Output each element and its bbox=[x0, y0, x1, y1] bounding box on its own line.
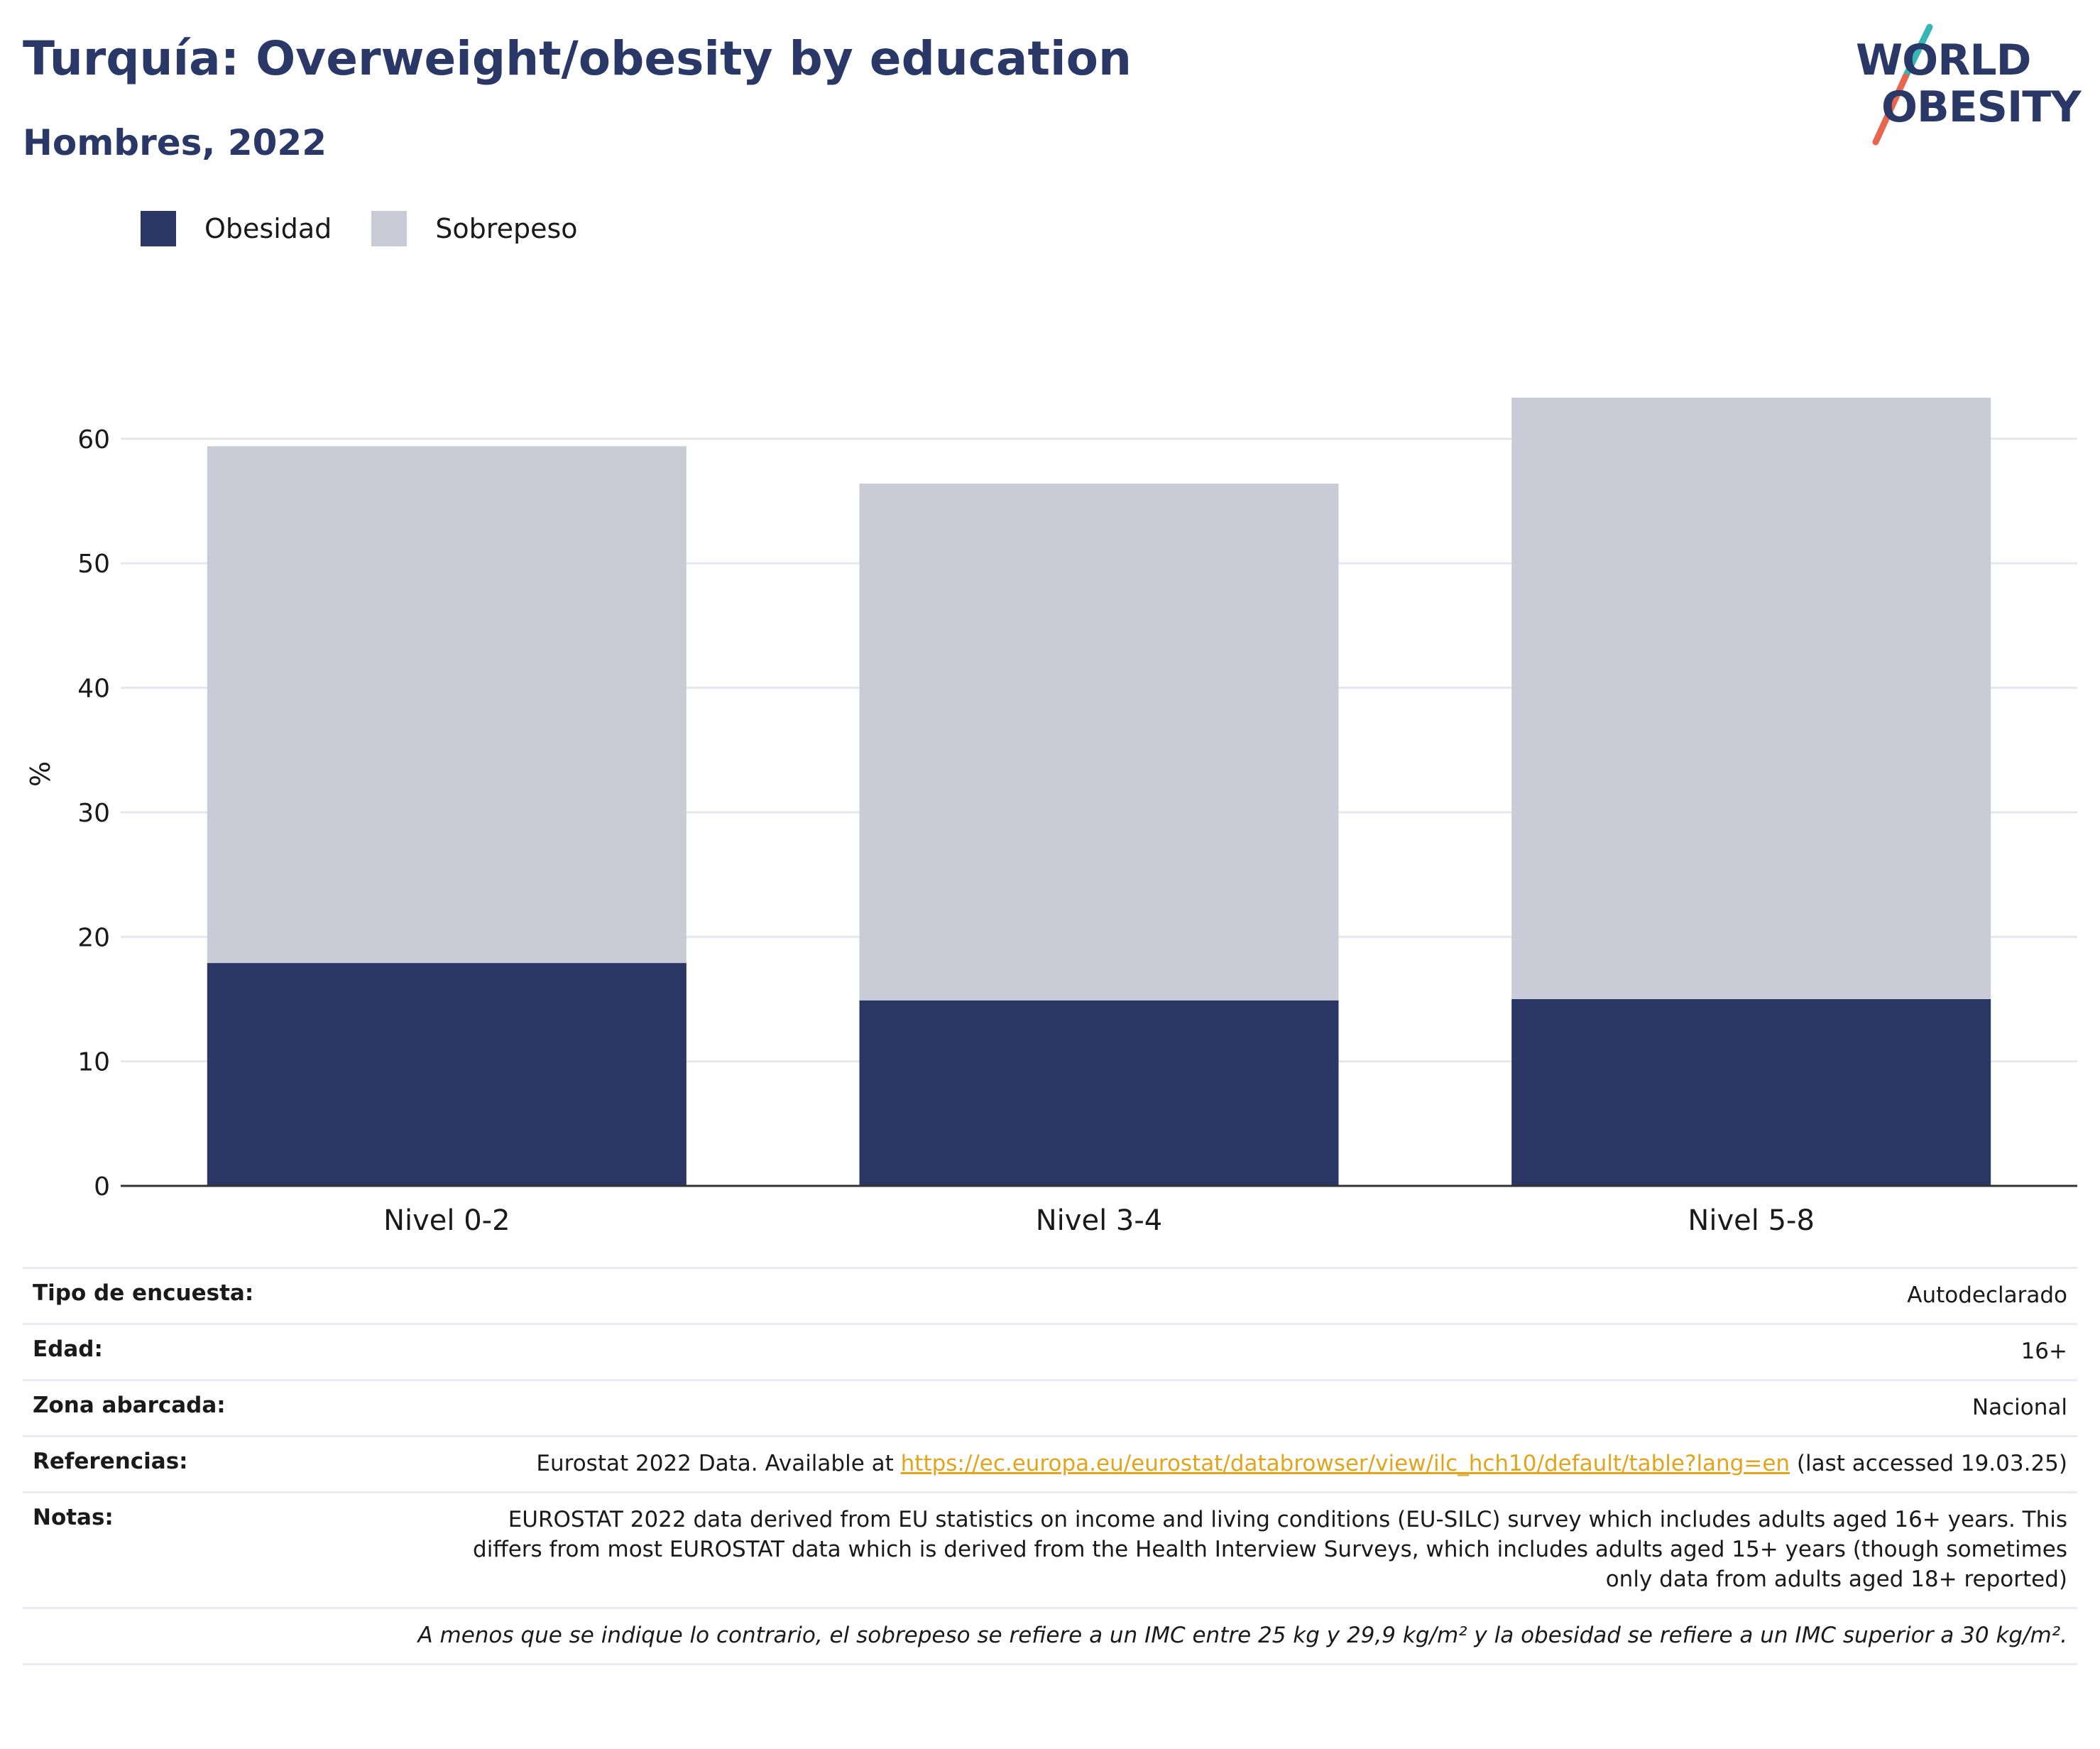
info-row-references: Referencias: Eurostat 2022 Data. Availab… bbox=[23, 1435, 2077, 1491]
logo-text-obesity: OBESITY bbox=[1881, 82, 2082, 132]
info-row-footnote: A menos que se indique lo contrario, el … bbox=[23, 1607, 2077, 1665]
bar-overweight bbox=[207, 446, 687, 964]
legend-swatch-overweight bbox=[371, 211, 408, 246]
y-tick-label: 40 bbox=[77, 675, 110, 704]
info-value-age: 16+ bbox=[2020, 1339, 2067, 1364]
x-tick-label: Nivel 0-2 bbox=[383, 1204, 510, 1237]
references-suffix: (last accessed 19.03.25) bbox=[1790, 1451, 2067, 1476]
y-tick-label: 50 bbox=[77, 550, 110, 579]
x-tick-label: Nivel 5-8 bbox=[1688, 1204, 1814, 1237]
legend-item-obesity[interactable]: Obesidad bbox=[141, 211, 332, 246]
legend-swatch-obesity bbox=[141, 211, 176, 246]
bar-obesity bbox=[859, 1000, 1339, 1186]
info-key-area: Zona abarcada: bbox=[33, 1393, 226, 1418]
world-obesity-logo: WORLD OBESITY bbox=[1846, 21, 2087, 149]
info-key-references: Referencias: bbox=[33, 1449, 188, 1474]
logo-text-world: WORLD bbox=[1856, 36, 2031, 85]
info-value-area: Nacional bbox=[1972, 1395, 2067, 1420]
chart-title: Turquía: Overweight/obesity by education bbox=[23, 31, 1132, 86]
y-tick-label: 0 bbox=[94, 1172, 110, 1202]
bar-overweight bbox=[1511, 398, 1991, 999]
bar-obesity bbox=[1511, 998, 1991, 1186]
y-tick-label: 60 bbox=[77, 425, 110, 454]
y-axis-label: % bbox=[25, 761, 56, 787]
y-tick-label: 30 bbox=[77, 799, 110, 828]
info-table: Tipo de encuesta: Autodeclarado Edad: 16… bbox=[23, 1267, 2077, 1665]
info-row-age: Edad: 16+ bbox=[23, 1323, 2077, 1379]
info-value-references: Eurostat 2022 Data. Available at https:/… bbox=[536, 1449, 2067, 1478]
legend-label-overweight: Sobrepeso bbox=[435, 213, 578, 244]
info-key-age: Edad: bbox=[33, 1336, 103, 1362]
info-value-notes: EUROSTAT 2022 data derived from EU stati… bbox=[473, 1507, 2067, 1592]
info-row-survey-type: Tipo de encuesta: Autodeclarado bbox=[23, 1267, 2077, 1323]
footnote-text: A menos que se indique lo contrario, el … bbox=[417, 1623, 2067, 1648]
legend-label-obesity: Obesidad bbox=[204, 213, 332, 244]
chart-legend: Obesidad Sobrepeso bbox=[141, 210, 578, 247]
x-tick-label: Nivel 3-4 bbox=[1036, 1204, 1162, 1237]
legend-item-overweight[interactable]: Sobrepeso bbox=[371, 211, 578, 246]
info-value-survey-type: Autodeclarado bbox=[1907, 1282, 2067, 1308]
info-row-notes: Notas: EUROSTAT 2022 data derived from E… bbox=[23, 1491, 2077, 1607]
bar-obesity bbox=[207, 963, 687, 1186]
logo-slash-icon bbox=[1872, 23, 1933, 146]
chart-subtitle: Hombres, 2022 bbox=[23, 122, 327, 163]
info-row-area: Zona abarcada: Nacional bbox=[23, 1379, 2077, 1435]
info-key-notes: Notas: bbox=[33, 1505, 114, 1530]
y-tick-label: 10 bbox=[77, 1048, 110, 1077]
references-prefix: Eurostat 2022 Data. Available at bbox=[536, 1451, 901, 1476]
info-key-survey-type: Tipo de encuesta: bbox=[33, 1280, 254, 1306]
bar-overweight bbox=[859, 483, 1339, 1001]
stacked-bar-chart: 0 10 20 30 40 50 60% Nivel 0-2 Nivel 3-4 Nivel 5-… bbox=[25, 398, 2077, 1237]
y-tick-label: 20 bbox=[77, 923, 110, 952]
references-link[interactable]: https://ec.europa.eu/eurostat/databrowse… bbox=[900, 1451, 1790, 1476]
